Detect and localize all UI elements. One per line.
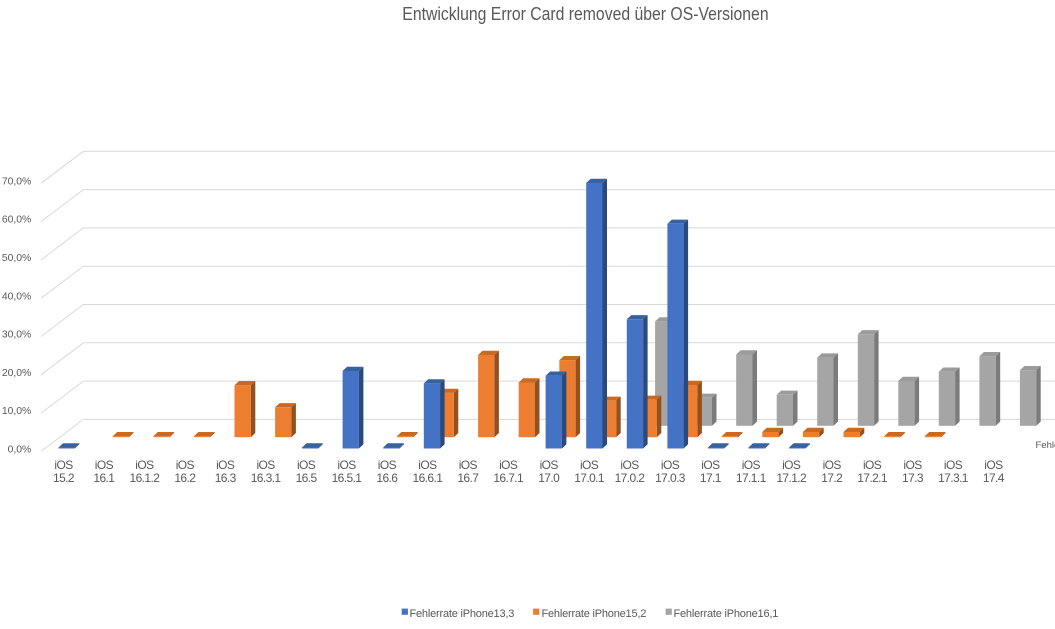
svg-text:0,0%: 0,0% xyxy=(8,445,32,456)
svg-text:iOS: iOS xyxy=(661,458,680,472)
svg-text:iOS: iOS xyxy=(256,458,275,472)
svg-text:iOS: iOS xyxy=(135,458,154,472)
svg-text:16.7.1: 16.7.1 xyxy=(493,471,524,485)
svg-text:50,0%: 50,0% xyxy=(2,253,31,264)
svg-text:17.0: 17.0 xyxy=(538,471,560,485)
svg-text:Fehlerrate iPhone13,3: Fehlerrate iPhone13,3 xyxy=(1036,440,1055,451)
svg-text:17.3: 17.3 xyxy=(902,471,924,485)
svg-text:17.1.1: 17.1.1 xyxy=(736,471,767,485)
svg-text:Entwicklung Error Card removed: Entwicklung Error Card removed über OS-V… xyxy=(402,3,768,24)
svg-text:iOS: iOS xyxy=(54,458,73,472)
svg-text:16.5.1: 16.5.1 xyxy=(332,471,363,485)
svg-text:iOS: iOS xyxy=(418,458,437,472)
svg-text:iOS: iOS xyxy=(95,458,114,472)
svg-text:iOS: iOS xyxy=(782,458,801,472)
svg-text:16.3.1: 16.3.1 xyxy=(251,471,282,485)
svg-text:iOS: iOS xyxy=(701,458,720,472)
svg-text:16.1.2: 16.1.2 xyxy=(130,471,161,485)
svg-text:iOS: iOS xyxy=(823,458,842,472)
svg-text:17.0.3: 17.0.3 xyxy=(655,471,686,485)
svg-text:iOS: iOS xyxy=(459,458,478,472)
svg-text:17.0.2: 17.0.2 xyxy=(615,471,646,485)
svg-text:iOS: iOS xyxy=(984,458,1003,472)
svg-text:30,0%: 30,0% xyxy=(2,330,31,341)
svg-text:iOS: iOS xyxy=(944,458,963,472)
svg-text:17.1: 17.1 xyxy=(700,471,722,485)
svg-text:16.7: 16.7 xyxy=(457,471,479,485)
svg-text:17.1.2: 17.1.2 xyxy=(776,471,807,485)
svg-text:iOS: iOS xyxy=(863,458,882,472)
svg-text:16.1: 16.1 xyxy=(93,471,115,485)
svg-text:iOS: iOS xyxy=(216,458,235,472)
svg-text:15.2: 15.2 xyxy=(53,471,75,485)
svg-text:iOS: iOS xyxy=(620,458,639,472)
svg-text:16.5: 16.5 xyxy=(296,471,318,485)
svg-text:40,0%: 40,0% xyxy=(2,291,31,302)
svg-text:iOS: iOS xyxy=(337,458,356,472)
svg-text:17.3.1: 17.3.1 xyxy=(938,471,969,485)
svg-text:iOS: iOS xyxy=(580,458,599,472)
svg-text:Fehlerrate iPhone13,3: Fehlerrate iPhone13,3 xyxy=(410,608,515,620)
svg-text:Fehlerrate iPhone16,1: Fehlerrate iPhone16,1 xyxy=(674,608,779,620)
svg-text:17.4: 17.4 xyxy=(983,471,1005,485)
svg-text:70,0%: 70,0% xyxy=(2,176,31,187)
svg-text:17.2.1: 17.2.1 xyxy=(857,471,888,485)
svg-text:10,0%: 10,0% xyxy=(2,406,31,417)
svg-text:iOS: iOS xyxy=(742,458,761,472)
svg-text:iOS: iOS xyxy=(378,458,397,472)
svg-text:17.0.1: 17.0.1 xyxy=(574,471,605,485)
svg-text:16.2: 16.2 xyxy=(174,471,196,485)
svg-text:iOS: iOS xyxy=(176,458,195,472)
svg-text:Fehlerrate iPhone15,2: Fehlerrate iPhone15,2 xyxy=(542,608,647,620)
svg-text:17.2: 17.2 xyxy=(821,471,843,485)
svg-text:20,0%: 20,0% xyxy=(2,368,31,379)
svg-text:iOS: iOS xyxy=(540,458,559,472)
svg-text:16.6.1: 16.6.1 xyxy=(413,471,444,485)
svg-text:16.6: 16.6 xyxy=(376,471,398,485)
svg-text:iOS: iOS xyxy=(297,458,316,472)
svg-text:60,0%: 60,0% xyxy=(2,215,31,226)
svg-text:iOS: iOS xyxy=(499,458,518,472)
svg-text:iOS: iOS xyxy=(903,458,922,472)
svg-text:16.3: 16.3 xyxy=(215,471,237,485)
